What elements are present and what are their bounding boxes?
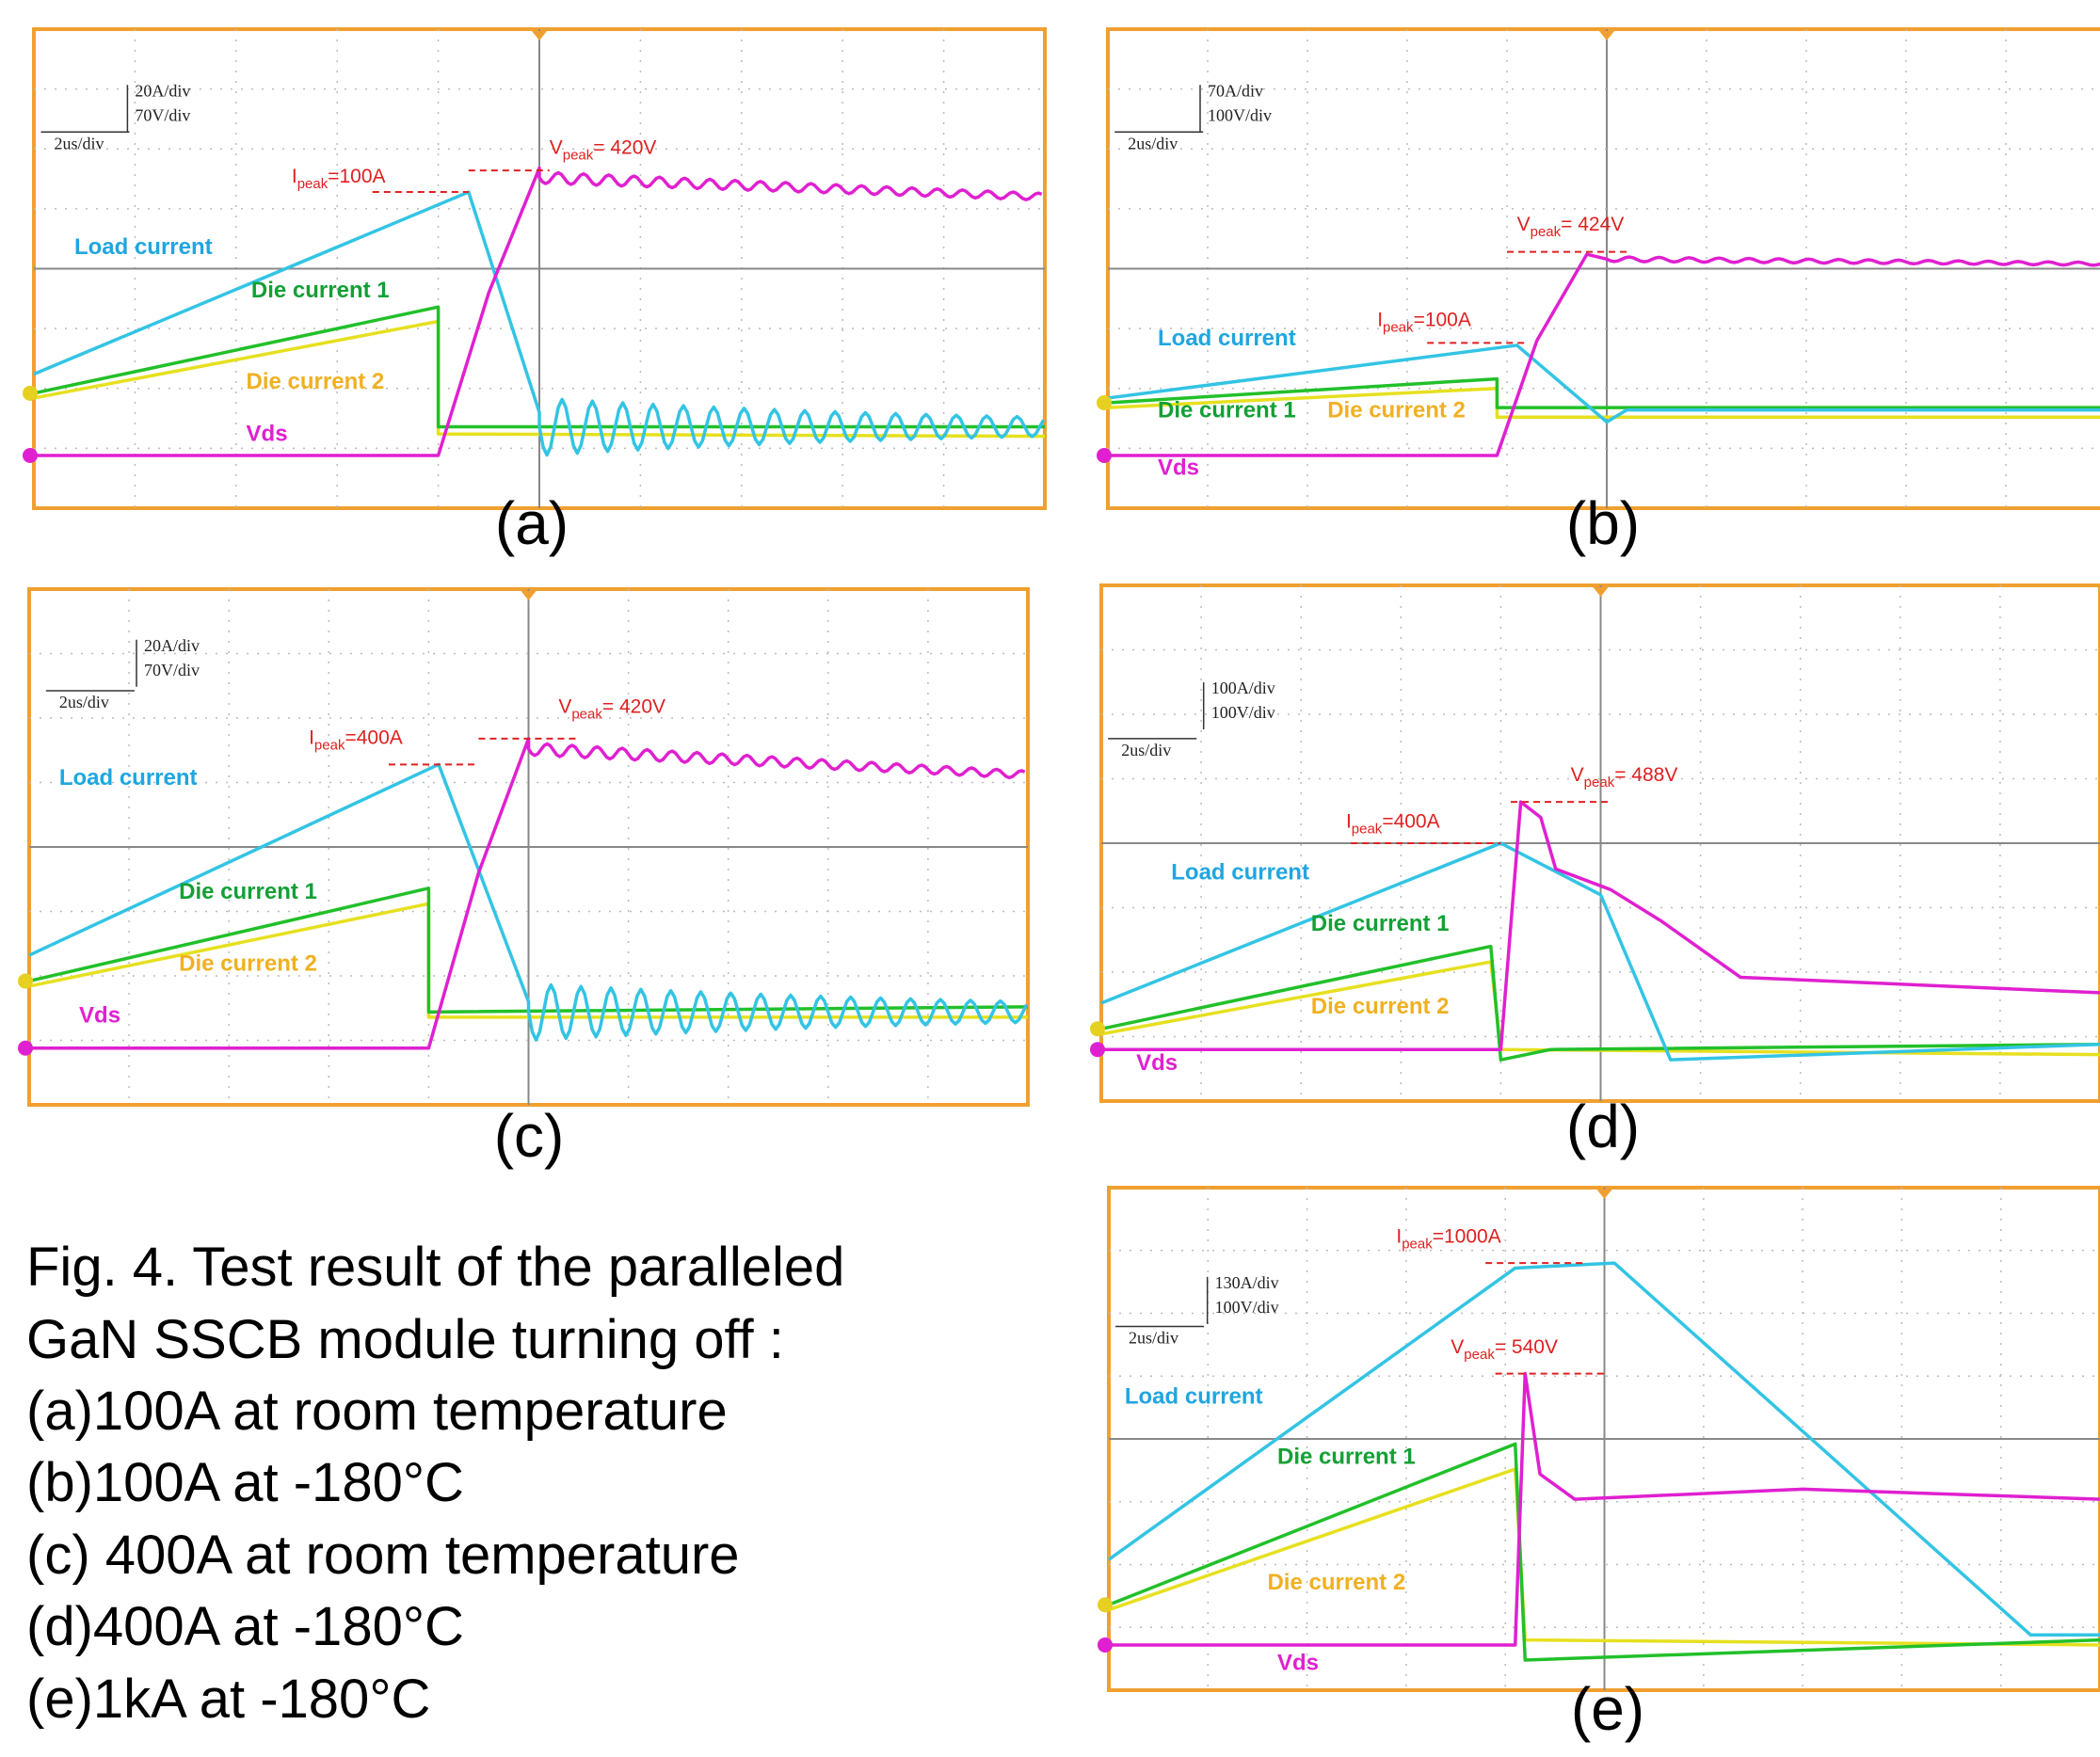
channel-marker bbox=[23, 448, 38, 463]
peak-value: = 540V bbox=[1495, 1336, 1558, 1358]
time-scale: 2us/div bbox=[1121, 741, 1171, 759]
current-scale: 70A/div bbox=[1208, 81, 1263, 100]
current-scale: 100A/div bbox=[1211, 679, 1275, 697]
peak-subscript: peak bbox=[1464, 1347, 1495, 1363]
peak-value: =100A bbox=[1414, 310, 1471, 331]
peak-subscript: peak bbox=[571, 707, 602, 723]
voltage-scale: 70V/div bbox=[135, 105, 190, 124]
channel-marker bbox=[18, 1041, 33, 1056]
caption-line: GaN SSCB module turning off : bbox=[26, 1309, 784, 1370]
trace-label: Vds bbox=[79, 1002, 120, 1028]
panel-label: (e) bbox=[1571, 1675, 1644, 1743]
time-scale: 2us/div bbox=[1129, 1329, 1178, 1348]
peak-subscript: peak bbox=[297, 176, 329, 192]
peak-value: =100A bbox=[328, 166, 385, 187]
trace-label: Vds bbox=[1136, 1050, 1178, 1076]
peak-value: =1000A bbox=[1433, 1226, 1501, 1248]
channel-marker bbox=[18, 973, 33, 988]
peak-subscript: peak bbox=[1383, 320, 1414, 336]
time-scale: 2us/div bbox=[1128, 134, 1178, 152]
trace-label: Vds bbox=[247, 422, 288, 447]
trace-label: Load current bbox=[1158, 326, 1296, 351]
scope-panel: 100A/div100V/div2us/divIpeak=400AVpeak= … bbox=[1090, 585, 2100, 1101]
trace-label: Load current bbox=[74, 234, 213, 260]
caption-line: (b)100A at -180°C bbox=[26, 1452, 464, 1513]
panel-label: (b) bbox=[1566, 489, 1640, 557]
scope-panel: 130A/div100V/div2us/divIpeak=1000AVpeak=… bbox=[1098, 1188, 2100, 1690]
figure: 20A/div70V/div2us/divIpeak=100AVpeak= 42… bbox=[0, 0, 2100, 1757]
time-scale: 2us/div bbox=[54, 134, 104, 152]
peak-symbol: V bbox=[558, 696, 571, 718]
peak-symbol: V bbox=[1571, 764, 1584, 786]
trace-label: Die current 2 bbox=[1327, 397, 1466, 423]
trace-label: Die current 2 bbox=[1267, 1570, 1405, 1595]
peak-subscript: peak bbox=[1584, 775, 1615, 791]
panel-label: (a) bbox=[495, 489, 569, 557]
voltage-scale: 100V/div bbox=[1215, 1298, 1279, 1317]
caption-line: (c) 400A at room temperature bbox=[26, 1525, 740, 1586]
trace-label: Die current 1 bbox=[251, 278, 390, 303]
current-scale: 130A/div bbox=[1215, 1273, 1279, 1292]
peak-value: =400A bbox=[1382, 811, 1439, 833]
peak-subscript: peak bbox=[563, 147, 594, 163]
trace-label: Die current 2 bbox=[247, 369, 385, 394]
channel-marker bbox=[1090, 1021, 1105, 1036]
peak-value: = 488V bbox=[1614, 764, 1677, 786]
channel-marker bbox=[23, 386, 38, 401]
trace-label: Die current 1 bbox=[179, 879, 317, 904]
voltage-scale: 100V/div bbox=[1211, 703, 1275, 722]
peak-subscript: peak bbox=[1352, 822, 1383, 838]
channel-marker bbox=[1098, 1597, 1113, 1612]
trace-label: Load current bbox=[1171, 859, 1309, 885]
page: 20A/div70V/div2us/divIpeak=100AVpeak= 42… bbox=[0, 0, 2100, 1757]
trace-label: Die current 1 bbox=[1158, 397, 1296, 423]
current-scale: 20A/div bbox=[135, 81, 190, 100]
peak-value: = 424V bbox=[1561, 214, 1624, 235]
trace-label: Load current bbox=[1125, 1384, 1263, 1410]
voltage-scale: 100V/div bbox=[1208, 105, 1272, 124]
trace-label: Die current 2 bbox=[1311, 994, 1450, 1019]
peak-value: =400A bbox=[345, 727, 402, 748]
peak-symbol: V bbox=[1517, 214, 1531, 235]
channel-marker bbox=[1090, 1042, 1105, 1057]
panel-label: (c) bbox=[494, 1102, 565, 1170]
peak-symbol: V bbox=[550, 136, 563, 158]
peak-subscript: peak bbox=[1531, 224, 1562, 240]
trace-label: Load current bbox=[59, 765, 198, 791]
panel-label: (d) bbox=[1566, 1093, 1640, 1160]
voltage-scale: 70V/div bbox=[144, 661, 200, 679]
caption-line: (d)400A at -180°C bbox=[26, 1596, 464, 1657]
trace-label: Die current 1 bbox=[1277, 1445, 1416, 1470]
channel-marker bbox=[1097, 448, 1112, 463]
trace-label: Die current 2 bbox=[179, 951, 317, 977]
caption-line: Fig. 4. Test result of the paralleled bbox=[26, 1237, 844, 1298]
peak-subscript: peak bbox=[1402, 1237, 1433, 1253]
trace-label: Die current 1 bbox=[1311, 911, 1450, 936]
channel-marker bbox=[1097, 395, 1112, 410]
trace-label: Vds bbox=[1158, 455, 1199, 480]
caption-line: (a)100A at room temperature bbox=[26, 1381, 728, 1442]
peak-subscript: peak bbox=[314, 737, 345, 753]
current-scale: 20A/div bbox=[144, 636, 200, 655]
time-scale: 2us/div bbox=[59, 693, 109, 711]
channel-marker bbox=[1098, 1637, 1113, 1653]
caption-line: (e)1kA at -180°C bbox=[26, 1669, 430, 1730]
scope-panel: 20A/div70V/div2us/divIpeak=100AVpeak= 42… bbox=[23, 29, 1045, 508]
peak-value: = 420V bbox=[593, 136, 656, 158]
trace-label: Vds bbox=[1277, 1651, 1319, 1676]
peak-value: = 420V bbox=[602, 696, 665, 718]
peak-symbol: V bbox=[1451, 1336, 1464, 1358]
